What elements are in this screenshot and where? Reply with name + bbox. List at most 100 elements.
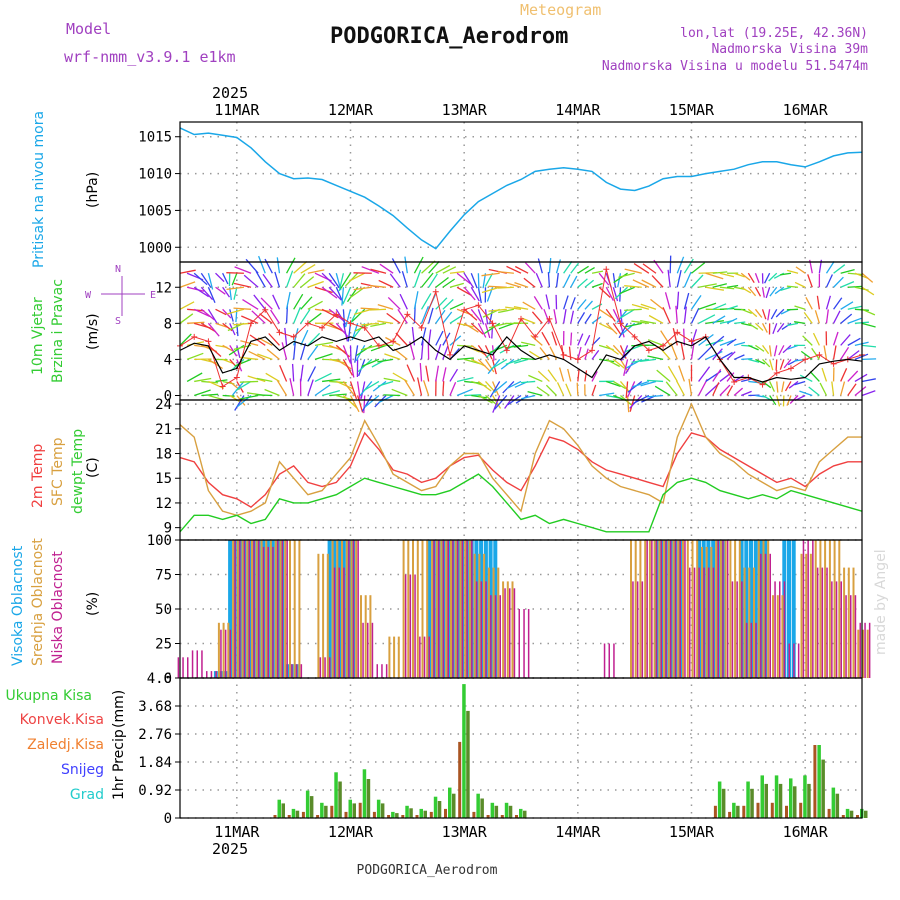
wind-barb [861, 286, 875, 296]
wind-barb [861, 322, 876, 328]
top-date-label: 15MAR [669, 101, 715, 119]
precip-strat-bar [437, 801, 442, 818]
cloud-high-bar [753, 540, 758, 678]
wind-barb [755, 344, 765, 352]
wind-barb [336, 380, 353, 390]
wind-barb [617, 273, 622, 288]
wind-gust-marker [333, 311, 340, 318]
wind-barb [651, 275, 664, 288]
wind-barb [642, 263, 657, 274]
wind-barb [281, 342, 288, 360]
cloud-mid-bar [630, 540, 632, 678]
precip-conv-bar [756, 802, 760, 818]
wind-barb [733, 272, 745, 278]
precip-strat-bar [452, 793, 456, 818]
precip-total-bar [462, 684, 466, 818]
wind-barb [528, 374, 543, 383]
cloud-mid-bar [440, 540, 443, 678]
wind-barb [484, 309, 489, 325]
wind-barb [356, 381, 361, 399]
wind-compass: N W E S [85, 264, 156, 327]
wind-barb [577, 333, 584, 346]
wind-barb [840, 381, 846, 396]
cloud-low-bar [750, 622, 753, 678]
precip-conv-bar [486, 815, 490, 818]
cloud-low-bar [703, 567, 705, 678]
precip-total-bar [817, 745, 821, 818]
y-tick-label: 1000 [138, 240, 172, 256]
wind-barb [442, 278, 456, 288]
wind-barb [563, 261, 573, 274]
wind-barb [370, 284, 387, 288]
wind-barb [492, 380, 508, 394]
wind-barb [705, 339, 724, 346]
wind-gust-marker [219, 383, 226, 390]
wind-barb [336, 394, 354, 401]
wind-gust-marker [404, 311, 411, 318]
cloud-high-bar [744, 540, 749, 678]
precip-conv-bar [500, 815, 504, 818]
cloud-mid-bar [454, 540, 457, 678]
wind-barb [683, 292, 690, 310]
cloud-low-bar [760, 553, 762, 678]
wind-barb [584, 300, 593, 310]
cloud-low-bar [741, 581, 743, 678]
cloud-mid-bar [719, 540, 722, 678]
wind-barb [598, 286, 611, 298]
wind-barb [421, 272, 434, 288]
wind-barb [387, 296, 401, 310]
wind-barb [321, 308, 339, 319]
wind-barb [712, 348, 723, 360]
cloud-low-bar [258, 540, 260, 678]
wind-barb [463, 272, 474, 288]
cloud-mid-bar [487, 567, 490, 678]
wind-barb [413, 291, 419, 310]
wind-barb [363, 395, 366, 414]
wind-barb [293, 273, 306, 288]
cloud-mid-bar [738, 540, 741, 678]
wind-barb [524, 262, 536, 274]
wind-barb [293, 293, 304, 310]
wind-barb [761, 323, 768, 333]
wind-barb [847, 317, 862, 324]
wind-barb [584, 334, 591, 346]
precip-strat-bar [721, 788, 726, 818]
wind-barb [705, 272, 724, 280]
cloud-low-bar [826, 567, 828, 678]
wind-barb [215, 322, 228, 328]
cloud-low-bar [215, 671, 217, 678]
cloud-low-bar [670, 540, 672, 678]
wind-barb [293, 261, 308, 274]
wind-barb [239, 380, 259, 383]
wind-barb [768, 272, 778, 282]
wind-barb [861, 378, 876, 383]
wind-barb [353, 322, 366, 338]
cloud-mid-bar [426, 540, 429, 678]
wind-barb [349, 309, 359, 326]
wind-barb [270, 309, 280, 324]
wind-barb [187, 321, 205, 324]
wind-barb [783, 359, 792, 369]
wind-barb [498, 322, 515, 330]
wind-barb [618, 272, 635, 279]
cloud-low-bar [224, 629, 227, 678]
wind-barb [788, 380, 799, 389]
wind-barb [349, 381, 358, 400]
wind-barb [605, 286, 614, 302]
wind-barb [631, 320, 649, 324]
wind-barb [349, 345, 352, 364]
wind-barb [391, 388, 408, 397]
cloud-low-bar [712, 567, 715, 678]
precip-ylabel: 1hr Precip [111, 729, 127, 800]
wind-barb [840, 281, 855, 288]
wind-barb [186, 372, 203, 383]
wind-barb [712, 303, 727, 310]
wind-barb [767, 309, 771, 321]
wind-barb [494, 395, 508, 410]
wind-barb [413, 269, 422, 288]
wind-barb [840, 313, 853, 324]
wind-barb [780, 286, 792, 292]
cloud-low-bar [835, 581, 838, 678]
wind-barb [631, 380, 650, 388]
wind-barb [321, 389, 340, 397]
